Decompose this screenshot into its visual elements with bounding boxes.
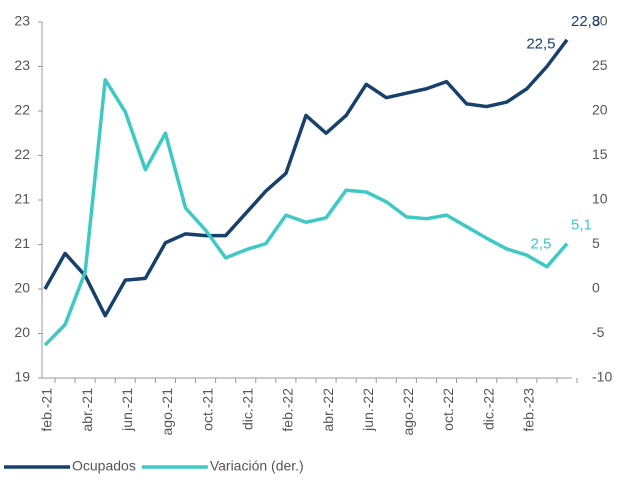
y2-tick-label: -5: [592, 324, 605, 340]
data-label: 22,5: [526, 35, 555, 52]
x-tick-label: oct.-21: [199, 388, 215, 431]
x-tick-label: dic.-21: [239, 388, 255, 430]
data-label: 2,5: [530, 236, 551, 253]
x-tick-label: feb.-22: [280, 388, 296, 432]
y-tick-label: 22: [14, 102, 30, 118]
x-tick-label: feb.-23: [521, 388, 537, 432]
y2-tick-label: 30: [592, 13, 608, 29]
series-line: [43, 78, 569, 347]
y2-tick-label: 20: [592, 102, 608, 118]
y2-tick-label: 25: [592, 57, 608, 73]
y-tick-label: 23: [14, 13, 30, 29]
x-tick-label: oct.-22: [440, 388, 456, 431]
y-tick-label: 22: [14, 146, 30, 162]
data-label: 5,1: [571, 217, 592, 234]
y-tick-label: 19: [14, 369, 30, 385]
x-tick-label: jun.-22: [360, 388, 376, 432]
y2-tick-label: -10: [592, 369, 612, 385]
y-tick-label: 20: [14, 324, 30, 340]
y2-tick-label: 15: [592, 146, 608, 162]
y-tick-label: 21: [14, 235, 30, 251]
series-line: [43, 38, 569, 318]
y-tick-label: 23: [14, 57, 30, 73]
y2-tick-label: 10: [592, 191, 608, 207]
legend-label: Ocupados: [72, 458, 136, 474]
x-tick-label: ago.-22: [400, 388, 416, 436]
x-tick-label: feb.-21: [39, 388, 55, 432]
x-tick-label: ago.-21: [159, 388, 175, 436]
y-tick-label: 21: [14, 191, 30, 207]
x-tick-label: abr.-21: [79, 388, 95, 432]
x-tick-label: jun.-21: [119, 388, 135, 432]
x-tick-label: abr.-22: [320, 388, 336, 432]
data-label: 22,8: [571, 13, 600, 30]
y-tick-label: 20: [14, 280, 30, 296]
y2-tick-label: 0: [592, 280, 600, 296]
x-tick-label: dic.-22: [480, 388, 496, 430]
legend-label: Variación (der.): [210, 458, 304, 474]
y2-tick-label: 5: [592, 235, 600, 251]
